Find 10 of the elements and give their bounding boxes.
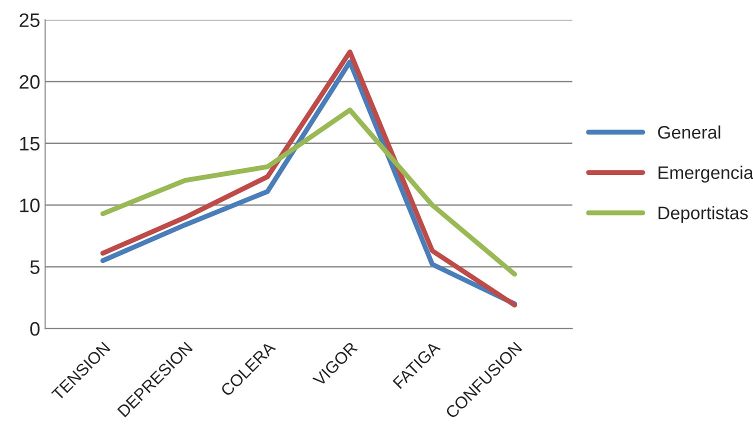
y-tick-label: 10 bbox=[20, 198, 40, 212]
y-tick-label: 0 bbox=[30, 322, 40, 336]
y-tick-label: 25 bbox=[20, 13, 40, 28]
y-tick-label: 5 bbox=[30, 260, 40, 274]
legend-label: General bbox=[658, 125, 720, 139]
line-series bbox=[100, 108, 518, 277]
y-tick-label: 20 bbox=[20, 75, 40, 89]
y-tick-label: 15 bbox=[20, 136, 40, 151]
legend-label: Deportistas bbox=[658, 206, 748, 223]
legend-label: Emergencia bbox=[658, 166, 753, 183]
